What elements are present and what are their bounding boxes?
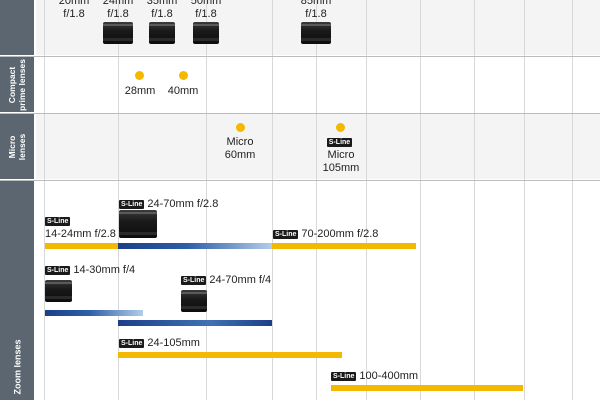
s-line-badge: S-Line — [331, 372, 357, 381]
grid-line — [420, 0, 421, 400]
zoom-range-bar — [118, 320, 272, 326]
zoom-range-bar — [118, 243, 272, 249]
compact-lens-dot — [179, 71, 188, 80]
s-line-badge: S-Line — [273, 230, 299, 239]
lens-image — [193, 22, 219, 44]
lens-image — [119, 210, 157, 238]
section-divider — [0, 180, 600, 181]
lens-image — [45, 280, 72, 302]
category-label: Micro lenses — [7, 133, 27, 160]
lens-image — [301, 22, 331, 44]
s-line-badge: S-Line — [326, 138, 353, 147]
micro-row-bg — [36, 114, 600, 179]
zoom-lens-badge-row: S-Line — [45, 215, 73, 228]
zoom-lens-label: 24-70mm f/4 — [209, 274, 272, 286]
zoom-range-bar — [45, 243, 118, 249]
zoom-lens-label: 24-70mm f/2.8 — [147, 198, 219, 210]
zoom-lens-label-row: S-Line 24-70mm f/2.8 — [119, 198, 218, 211]
grid-line — [316, 0, 317, 400]
category-compact-prime: Compact prime lenses — [0, 57, 34, 112]
lens-label: 50mm f/1.8 — [190, 0, 222, 20]
compact-lens-label: 40mm — [167, 85, 199, 97]
grid-line — [206, 0, 207, 400]
lens-label: 20mm f/1.8 — [58, 0, 90, 20]
category-micro: Micro lenses — [0, 114, 34, 179]
zoom-lens-label-row: S-Line 100-400mm — [331, 370, 418, 383]
grid-line — [118, 0, 119, 400]
s-line-badge: S-Line — [119, 200, 145, 209]
category-label: Zoom lenses — [12, 339, 23, 395]
compact-lens-label: 28mm — [124, 85, 156, 97]
zoom-lens-label-row: S-Line 70-200mm f/2.8 — [273, 228, 378, 241]
grid-line — [572, 0, 573, 400]
zoom-lens-label-row: S-Line 24-105mm — [119, 337, 200, 350]
zoom-lens-label-row: S-Line 24-70mm f/4 — [181, 274, 271, 287]
zoom-lens-label: 100-400mm — [359, 370, 419, 382]
compact-row-bg — [36, 57, 600, 112]
category-label: Compact prime lenses — [7, 58, 28, 111]
zoom-lens-label-row: S-Line 14-30mm f/4 — [45, 264, 135, 277]
category-prime-strip — [0, 0, 34, 55]
s-line-badge: S-Line — [45, 266, 71, 275]
zoom-range-bar — [272, 243, 416, 249]
zoom-lens-label: 14-24mm f/2.8 — [45, 228, 116, 240]
s-line-badge: S-Line — [119, 339, 145, 348]
grid-line — [524, 0, 525, 400]
lens-label: 85mm f/1.8 — [300, 0, 332, 20]
zoom-lens-label: 14-30mm f/4 — [73, 264, 136, 276]
micro-lens-label: Micro 60mm — [224, 136, 256, 161]
lens-label: 35mm f/1.8 — [146, 0, 178, 20]
compact-lens-dot — [135, 71, 144, 80]
zoom-range-bar — [118, 352, 342, 358]
zoom-range-bar — [331, 385, 523, 391]
zoom-lens-label: 24-105mm — [147, 337, 200, 349]
grid-line — [44, 0, 45, 400]
section-divider — [0, 113, 600, 114]
micro-lens-badge-row: S-Line — [314, 136, 368, 149]
grid-line — [474, 0, 475, 400]
zoom-range-bar — [45, 310, 143, 316]
zoom-lens-label: 70-200mm f/2.8 — [301, 228, 379, 240]
grid-line — [272, 0, 273, 400]
category-zoom: Zoom lenses — [0, 181, 34, 400]
micro-lens-dot — [236, 123, 245, 132]
s-line-badge: S-Line — [181, 276, 207, 285]
micro-lens-dot — [336, 123, 345, 132]
lens-label: 24mm f/1.8 — [102, 0, 134, 20]
grid-line — [366, 0, 367, 400]
lens-image — [103, 22, 133, 44]
s-line-badge: S-Line — [45, 217, 71, 226]
micro-lens-label: Micro 105mm — [322, 149, 360, 174]
lens-image — [181, 290, 207, 312]
lens-image — [149, 22, 175, 44]
section-divider — [0, 56, 600, 57]
